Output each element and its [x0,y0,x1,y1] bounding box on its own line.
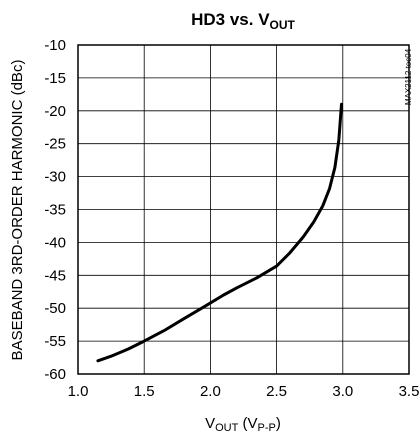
x-tick-label: 2.0 [200,383,221,400]
x-axis-label-rest: (V [238,415,257,432]
y-tick-label: -15 [44,70,66,87]
plot-frame [77,44,410,375]
y-tick-label: -35 [44,202,66,219]
chart-title-main: HD3 vs. V [191,10,270,29]
hd3-series-line [96,102,343,363]
y-tick-label: -50 [44,300,66,317]
x-axis-label-main: V [205,415,215,432]
y-tick-label: -55 [44,333,66,350]
y-tick-label: -20 [44,103,66,120]
grid-lines [78,45,409,374]
watermark-label: MAX2112 toc04 [404,48,413,105]
x-axis-label-sub: OUT [215,422,239,434]
y-tick-label: -60 [44,366,66,383]
y-tick-label: -10 [44,37,66,54]
chart-title: HD3 vs. VOUT [191,10,295,32]
y-tick-label: -40 [44,234,66,251]
x-tick-label: 3.5 [399,383,420,400]
y-tick-labels: -10 -15 -20 -25 -30 -35 -40 -45 -50 -55 -60 [44,37,66,383]
x-axis-label-sub2: P-P [258,422,276,434]
x-tick-label: 3.0 [332,383,353,400]
y-tick-label: -30 [44,169,66,186]
x-axis-label-end: ) [276,415,281,432]
x-tick-label: 1.0 [68,383,89,400]
x-tick-label: 1.5 [134,383,155,400]
y-tick-label: -25 [44,136,66,153]
x-axis-label: VOUT (VP-P) [205,415,281,434]
series-layer [96,102,343,363]
x-tick-labels: 1.0 1.5 2.0 2.5 3.0 3.5 [68,383,420,400]
y-tick-label: -45 [44,267,66,284]
chart-title-subscript: OUT [270,18,296,32]
y-axis-label: BASEBAND 3RD-ORDER HARMONIC (dBc) [9,60,26,361]
x-tick-label: 2.5 [266,383,287,400]
